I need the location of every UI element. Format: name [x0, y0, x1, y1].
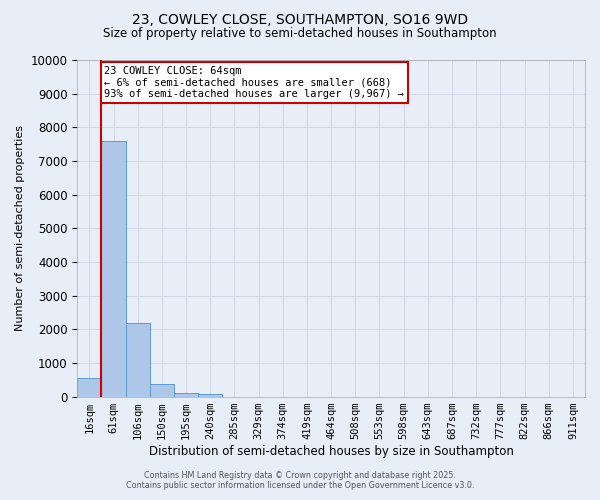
Text: 23 COWLEY CLOSE: 64sqm
← 6% of semi-detached houses are smaller (668)
93% of sem: 23 COWLEY CLOSE: 64sqm ← 6% of semi-deta…	[104, 66, 404, 100]
Y-axis label: Number of semi-detached properties: Number of semi-detached properties	[15, 126, 25, 332]
Bar	[150, 384, 174, 396]
X-axis label: Distribution of semi-detached houses by size in Southampton: Distribution of semi-detached houses by …	[149, 444, 514, 458]
Bar	[101, 141, 125, 397]
Bar	[125, 322, 150, 396]
Text: 23, COWLEY CLOSE, SOUTHAMPTON, SO16 9WD: 23, COWLEY CLOSE, SOUTHAMPTON, SO16 9WD	[132, 12, 468, 26]
Bar	[174, 392, 198, 396]
Text: Size of property relative to semi-detached houses in Southampton: Size of property relative to semi-detach…	[103, 28, 497, 40]
Text: Contains HM Land Registry data © Crown copyright and database right 2025.
Contai: Contains HM Land Registry data © Crown c…	[126, 470, 474, 490]
Bar	[77, 378, 101, 396]
Bar	[198, 394, 223, 396]
